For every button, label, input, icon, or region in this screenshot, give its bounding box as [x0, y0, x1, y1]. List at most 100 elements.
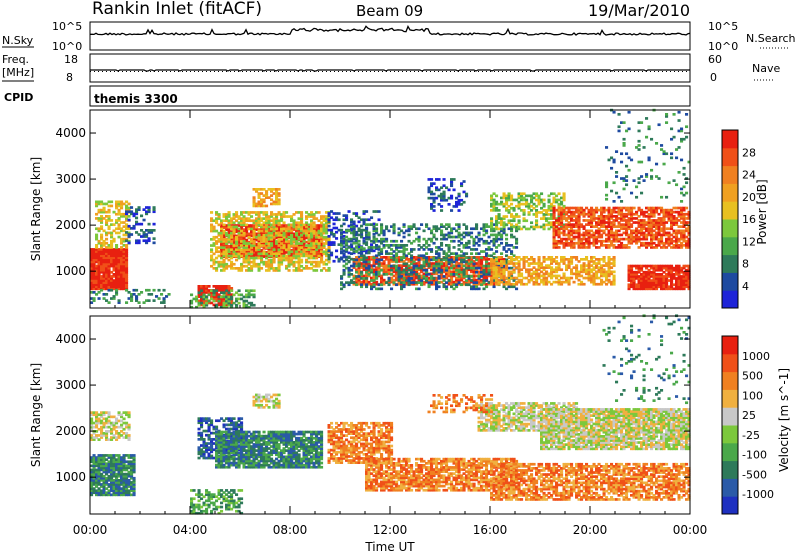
heatmap-cell — [427, 248, 431, 251]
heatmap-cell — [252, 244, 256, 247]
heatmap-cell — [512, 254, 516, 258]
heatmap-cell — [405, 266, 409, 270]
heatmap-cell — [425, 268, 429, 272]
heatmap-cell — [417, 260, 421, 263]
heatmap-cell — [542, 272, 546, 276]
heatmap-cell — [417, 272, 421, 276]
heatmap-cell — [195, 295, 199, 299]
heatmap-cell — [517, 225, 521, 229]
heatmap-cell — [227, 299, 231, 303]
heatmap-cell — [517, 266, 521, 269]
nave-dot — [114, 71, 115, 72]
heatmap-cell — [300, 217, 304, 220]
heatmap-cell — [225, 256, 229, 260]
heatmap-cell — [137, 208, 141, 211]
heatmap-cell — [302, 229, 306, 233]
heatmap-cell — [562, 246, 566, 249]
heatmap-cell — [495, 200, 499, 204]
heatmap-cell — [305, 225, 309, 229]
heatmap-cell — [465, 262, 469, 265]
heatmap-cell — [537, 264, 541, 267]
heatmap-cell — [282, 240, 286, 244]
heatmap-cell — [232, 254, 236, 258]
heatmap-cell — [517, 272, 521, 276]
heatmap-cell — [407, 260, 411, 263]
heatmap-cell — [462, 256, 466, 259]
heatmap-cell — [227, 287, 231, 290]
heatmap-cell — [252, 202, 256, 206]
heatmap-cell — [122, 275, 126, 278]
heatmap-cell — [305, 247, 309, 250]
heatmap-cell — [97, 270, 101, 274]
heatmap-cell — [92, 297, 96, 300]
heatmap-cell — [227, 219, 231, 223]
heatmap-cell — [267, 258, 271, 262]
heatmap-cell — [292, 247, 296, 250]
heatmap-cell — [600, 264, 604, 267]
heatmap-cell — [497, 278, 501, 282]
heatmap-cell — [557, 223, 561, 226]
heatmap-cell — [312, 250, 316, 254]
heatmap-cell — [122, 260, 126, 264]
heatmap-cell — [90, 283, 94, 287]
heatmap-cell — [222, 293, 226, 297]
heatmap-cell — [535, 223, 539, 227]
nave-dot — [102, 71, 103, 72]
heatmap-cell — [247, 301, 251, 305]
heatmap-cell — [415, 287, 419, 291]
heatmap-cell — [210, 250, 214, 254]
heatmap-cell — [367, 233, 371, 237]
heatmap-cell — [257, 200, 261, 204]
heatmap-cell — [445, 270, 449, 274]
heatmap-cell — [462, 268, 466, 272]
heatmap-cell — [387, 229, 391, 233]
heatmap-cell — [432, 196, 436, 200]
heatmap-cell — [435, 285, 439, 289]
heatmap-cell — [405, 268, 409, 272]
heatmap-cell — [327, 214, 331, 217]
heatmap-cell — [437, 266, 441, 270]
heatmap-cell — [135, 222, 139, 226]
heatmap-cell — [215, 213, 219, 216]
heatmap-cell — [592, 274, 596, 278]
heatmap-cell — [305, 252, 309, 256]
heatmap-cell — [402, 260, 406, 263]
nave-dot — [298, 71, 299, 72]
heatmap-cell — [255, 204, 259, 208]
heatmap-cell — [452, 274, 456, 278]
heatmap-cell — [285, 242, 289, 246]
heatmap-cell — [152, 206, 156, 209]
heatmap-cell — [392, 239, 396, 243]
heatmap-cell — [215, 235, 219, 239]
heatmap-cell — [117, 248, 121, 251]
heatmap-cell — [137, 301, 141, 304]
heatmap-cell — [240, 240, 244, 243]
heatmap-cell — [245, 303, 249, 307]
heatmap-cell — [225, 299, 229, 303]
heatmap-cell — [482, 241, 486, 245]
heatmap-cell — [365, 227, 369, 231]
heatmap-cell — [507, 221, 511, 225]
heatmap-cell — [395, 274, 399, 278]
heatmap-cell — [410, 241, 414, 245]
heatmap-cell — [277, 255, 281, 258]
heatmap-cell — [567, 235, 571, 239]
heatmap-cell — [535, 278, 539, 282]
heatmap-cell — [312, 260, 316, 264]
heatmap-cell — [285, 258, 289, 262]
heatmap-cell — [555, 194, 559, 198]
heatmap-cell — [562, 274, 566, 278]
heatmap-cell — [242, 228, 246, 231]
heatmap-cell — [407, 273, 411, 276]
heatmap-cell — [462, 223, 466, 226]
heatmap-cell — [407, 264, 411, 268]
heatmap-cell — [252, 188, 256, 191]
heatmap-cell — [385, 273, 389, 276]
heatmap-cell — [415, 237, 419, 241]
heatmap-cell — [290, 262, 294, 266]
heatmap-cell — [572, 212, 576, 216]
heatmap-cell — [272, 217, 276, 220]
heatmap-cell — [602, 258, 606, 261]
heatmap-cell — [117, 301, 121, 304]
heatmap-cell — [110, 219, 114, 222]
